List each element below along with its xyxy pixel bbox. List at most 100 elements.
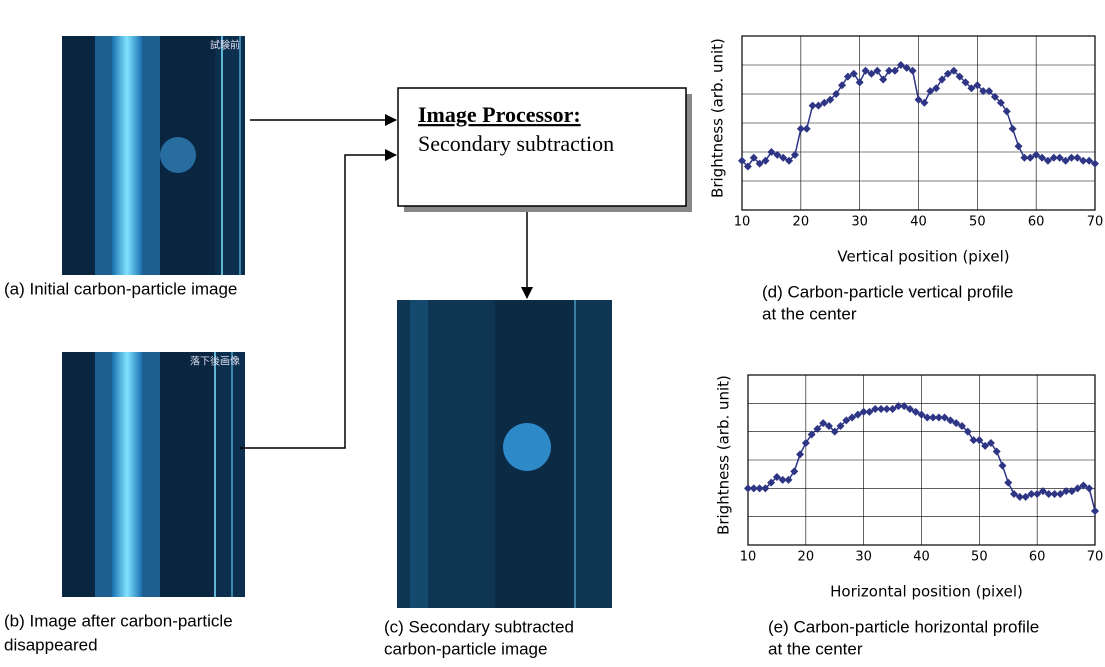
data-point: [867, 69, 876, 78]
caption: (b) Image after carbon-particle: [4, 611, 233, 630]
data-point: [744, 484, 752, 493]
data-point: [1026, 153, 1035, 162]
data-point: [801, 439, 810, 447]
data-point: [1091, 159, 1099, 168]
data-point: [902, 63, 911, 72]
data-point: [808, 101, 817, 110]
data-point: [1043, 156, 1052, 165]
data-point: [779, 153, 788, 162]
data-point: [767, 478, 776, 487]
data-point: [905, 405, 914, 413]
x-axis-label: Horizontal position (pixel): [830, 583, 1023, 601]
data-point: [923, 413, 932, 422]
caption: (a) Initial carbon-particle image: [4, 279, 237, 298]
data-point: [861, 66, 870, 75]
x-tick-label: 70: [1087, 215, 1104, 230]
data-point: [820, 98, 829, 107]
data-point: [1027, 490, 1036, 498]
overlay-text: 落下後画像: [190, 355, 240, 368]
data-point: [979, 87, 988, 96]
y-axis-label: Brightness (arb. unit): [709, 38, 727, 198]
data-point: [1091, 507, 1099, 515]
data-point: [900, 402, 909, 411]
data-point: [998, 461, 1007, 470]
caption: carbon-particle image: [384, 639, 547, 658]
data-point: [938, 75, 947, 84]
caption: at the center: [762, 304, 857, 323]
data-point: [943, 69, 952, 78]
arrow: [240, 149, 397, 449]
data-point: [1008, 124, 1017, 133]
data-point: [877, 405, 886, 413]
data-point: [826, 95, 835, 104]
data-point: [749, 484, 758, 493]
x-tick-label: 50: [969, 215, 986, 230]
data-point: [996, 98, 1005, 107]
data-point: [1055, 153, 1064, 162]
data-point: [773, 150, 782, 159]
data-point: [755, 484, 764, 493]
data-point: [796, 124, 805, 133]
data-point: [1044, 490, 1053, 498]
data-point: [743, 162, 752, 171]
data-point: [981, 441, 990, 450]
data-point: [1079, 481, 1088, 490]
data-point: [896, 61, 905, 69]
data-point: [957, 422, 966, 430]
data-point: [836, 422, 845, 430]
data-point: [855, 78, 864, 87]
x-tick-label: 20: [793, 215, 810, 230]
data-point: [894, 402, 903, 411]
data-point: [790, 467, 799, 476]
data-point: [1062, 487, 1071, 496]
data-point: [761, 156, 770, 165]
data-point: [992, 447, 1001, 456]
data-point: [738, 156, 746, 165]
data-point: [1073, 484, 1082, 493]
data-point: [911, 407, 920, 416]
data-point: [952, 419, 961, 428]
data-point: [1032, 150, 1041, 159]
data-point: [772, 473, 781, 481]
data-point: [888, 405, 897, 413]
data-point: [1033, 490, 1042, 498]
data-point: [879, 75, 888, 84]
data-point: [830, 427, 839, 436]
data-point: [842, 416, 851, 425]
data-point: [926, 87, 935, 96]
data-point: [1014, 142, 1023, 151]
data-point: [908, 66, 917, 75]
data-point: [985, 87, 994, 96]
data-point: [1002, 107, 1011, 116]
data-point: [859, 407, 868, 416]
data-point: [1038, 153, 1047, 162]
x-tick-label: 30: [851, 215, 868, 230]
data-point: [1079, 156, 1088, 165]
data-point: [1010, 490, 1019, 498]
data-point: [853, 410, 862, 419]
data-point: [865, 407, 874, 416]
data-point: [1050, 490, 1059, 498]
data-point: [778, 475, 787, 484]
data-point: [813, 424, 822, 433]
data-point: [749, 153, 758, 162]
data-point: [973, 81, 982, 90]
data-point: [882, 405, 891, 413]
data-point: [946, 416, 955, 425]
data-point: [755, 159, 764, 168]
data-point: [963, 427, 972, 436]
data-point: [1015, 492, 1024, 501]
data-point: [917, 410, 926, 419]
data-point: [920, 98, 929, 107]
data-point: [790, 150, 799, 159]
caption: at the center: [768, 639, 863, 658]
processor-title: Image Processor:: [418, 102, 581, 127]
x-tick-label: 40: [913, 550, 930, 565]
x-tick-label: 70: [1087, 550, 1104, 565]
data-point: [802, 124, 811, 133]
data-point: [940, 413, 949, 422]
data-point: [848, 413, 857, 422]
data-point: [1056, 490, 1065, 498]
data-point: [955, 72, 964, 81]
